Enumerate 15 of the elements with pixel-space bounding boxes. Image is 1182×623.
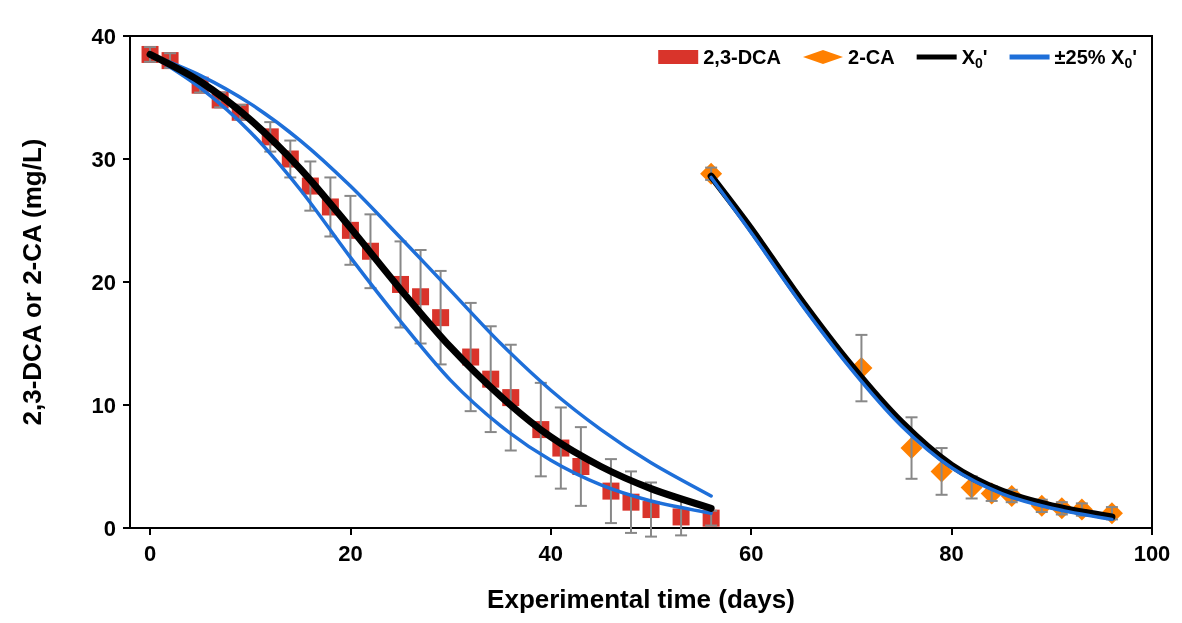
y-axis-title: 2,3-DCA or 2-CA (mg/L) (17, 138, 47, 426)
x-tick-label: 60 (738, 540, 764, 566)
y-tick-label: 0 (103, 515, 116, 541)
y-tick-label: 10 (91, 392, 116, 418)
legend-label: 2,3-DCA (703, 46, 782, 68)
x-axis-title: Experimental time (days) (487, 584, 795, 614)
legend-label: 2-CA (848, 46, 895, 68)
y-tick-label: 20 (91, 269, 116, 295)
x-tick-label: 40 (538, 540, 564, 566)
x-tick-label: 100 (1133, 540, 1171, 566)
y-tick-label: 30 (91, 146, 116, 172)
x-tick-label: 20 (338, 540, 363, 566)
x-tick-label: 80 (939, 540, 964, 566)
y-tick-label: 40 (91, 23, 116, 49)
x-tick-label: 0 (143, 540, 157, 566)
